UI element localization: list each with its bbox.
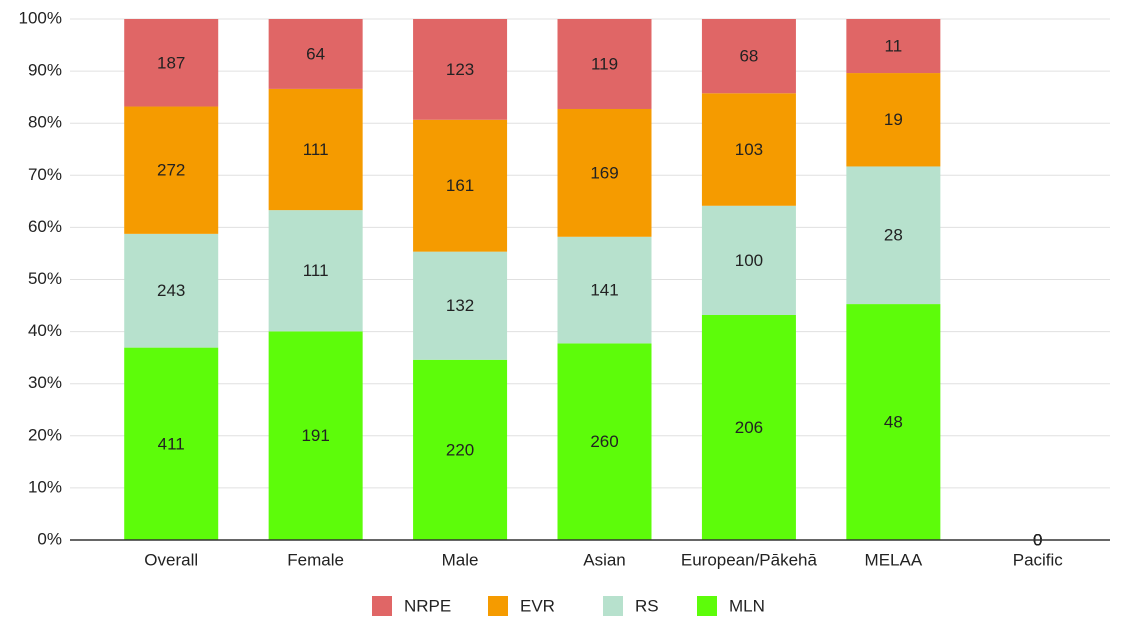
y-tick-label: 60% (28, 217, 62, 236)
x-tick-label: European/Pākehā (681, 550, 818, 569)
x-tick-label: Male (442, 550, 479, 569)
data-label: 19 (884, 110, 903, 129)
y-tick-label: 70% (28, 165, 62, 184)
y-tick-label: 40% (28, 321, 62, 340)
data-label: 123 (446, 60, 474, 79)
data-label: 141 (590, 281, 618, 300)
bar-segment (124, 106, 219, 234)
y-tick-label: 10% (28, 477, 62, 496)
bar-segment (846, 19, 941, 74)
bar-segment (268, 331, 363, 540)
data-label: 100 (735, 251, 763, 270)
data-label: 111 (303, 140, 329, 159)
data-label: 206 (735, 418, 763, 437)
y-tick-label: 30% (28, 373, 62, 392)
legend-label: MLN (729, 596, 765, 615)
bar-segment (413, 359, 508, 540)
x-tick-label: MELAA (865, 550, 923, 569)
data-label: 64 (306, 44, 325, 63)
legend-swatch (488, 596, 508, 616)
data-label: 411 (158, 434, 185, 453)
legend-label: EVR (520, 596, 555, 615)
legend-label: NRPE (404, 596, 451, 615)
data-label: 161 (446, 176, 474, 195)
bar-segment (268, 210, 363, 332)
legend-swatch (603, 596, 623, 616)
data-label: 119 (591, 54, 618, 73)
bar-segment (846, 166, 941, 305)
x-tick-label: Female (287, 550, 344, 569)
legend-swatch (697, 596, 717, 616)
bar-segment (557, 19, 652, 109)
bar-segment (557, 343, 652, 540)
data-label: 68 (739, 47, 758, 66)
bar-segment (124, 233, 219, 348)
data-label: 111 (303, 261, 329, 280)
bar-segment (846, 304, 941, 540)
x-tick-label: Asian (583, 550, 626, 569)
bar-segment (701, 19, 796, 94)
bar-segment (268, 19, 363, 89)
legend-swatch (372, 596, 392, 616)
bar-segment (413, 119, 508, 252)
y-tick-label: 100% (19, 8, 62, 27)
bar-segment (846, 73, 941, 167)
data-label: 187 (157, 53, 185, 72)
data-label: 191 (301, 426, 329, 445)
data-label: 260 (590, 432, 618, 451)
bar-segment (268, 88, 363, 211)
data-label: 132 (446, 296, 474, 315)
bar-segment (413, 251, 508, 360)
bar-segment (701, 93, 796, 206)
y-tick-label: 20% (28, 425, 62, 444)
data-label: 28 (884, 226, 903, 245)
y-tick-label: 0% (37, 529, 62, 548)
bar-segment (701, 314, 796, 540)
bar-segment (557, 108, 652, 237)
data-label: 103 (735, 140, 763, 159)
data-label: 11 (885, 37, 903, 56)
y-tick-label: 50% (28, 269, 62, 288)
data-label: 243 (157, 281, 185, 300)
y-tick-label: 80% (28, 113, 62, 132)
bar-segment (701, 205, 796, 315)
y-tick-label: 90% (28, 61, 62, 80)
bar-segment (124, 19, 219, 107)
data-label: 169 (590, 163, 618, 182)
bar-segment (124, 347, 219, 540)
data-label: 220 (446, 440, 474, 459)
x-tick-label: Pacific (1013, 550, 1064, 569)
x-tick-label: Overall (144, 550, 198, 569)
data-label: 48 (884, 413, 903, 432)
data-label: 272 (157, 161, 185, 180)
legend-label: RS (635, 596, 659, 615)
bar-segment (557, 236, 652, 344)
bar-segment (413, 19, 508, 120)
